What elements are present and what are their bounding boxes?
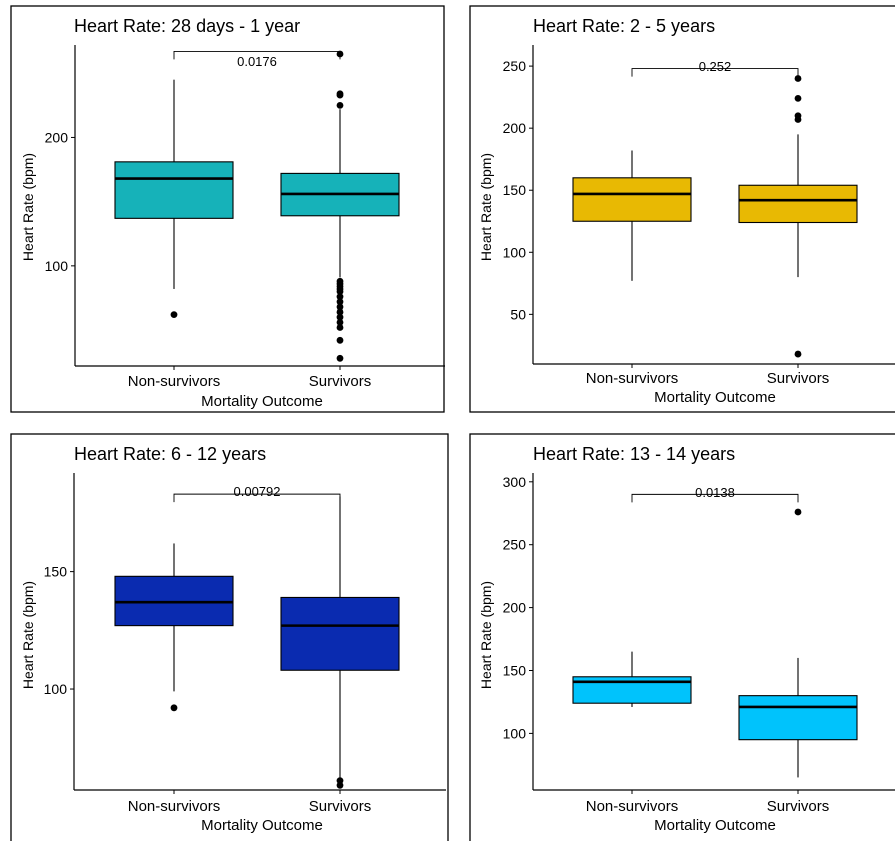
panel-3: Heart Rate: 6 - 12 years Heart Rate (bpm… [10,433,449,841]
panel-3-group-1-box [280,596,400,671]
panel-4-comparison-bracket [631,493,799,503]
panel-4-border [469,433,895,841]
panel-3-comparison-label: 0.00792 [234,484,281,499]
panel-1-group-1-outlier-point [336,354,344,362]
panel-4-y-tick-label: 200 [503,600,527,616]
panel-3-y-tick-label: 150 [44,564,68,580]
panel-2-category-1-label: Survivors [767,370,830,387]
panel-4-y-tick-label: 250 [503,537,527,553]
panel-1-group-1-outlier-point [336,324,344,331]
panel-3-x-axis-label: Mortality Outcome [201,817,323,834]
panel-1-group-1-outlier-point [336,90,344,98]
panel-4-category-0-label: Non-survivors [586,798,679,815]
panel-2-group-1-outlier-point [794,75,802,82]
panel-3-y-axis-label: Heart Rate (bpm) [20,581,36,689]
panel-1-x-axis-label: Mortality Outcome [201,393,323,410]
panel-1-y-tick-label: 200 [45,129,69,145]
panel-4-y-tick-label: 300 [503,474,527,490]
panel-2-plot: 50 100 150 200 250 [503,45,895,368]
panel-4-x-axis-label: Mortality Outcome [654,817,776,834]
panel-2-group-1-outlier-point [794,94,802,102]
panel-1-group-1-outlier-point [336,293,344,301]
panel-2-y-axis-label: Heart Rate (bpm) [478,153,494,261]
panel-1-group-0-outlier-point [170,311,178,319]
panel-2-x-axis-label: Mortality Outcome [654,389,776,406]
panel-4-group-1-box [738,695,858,741]
panel-3-category-0-label: Non-survivors [128,798,221,815]
panel-2-comparison-label: 0.252 [699,59,732,74]
panel-3-title: Heart Rate: 6 - 12 years [74,444,266,464]
panel-3-comparison-bracket [173,493,341,503]
panel-3-plot: 100 150 [44,473,446,794]
panel-3-group-1-outlier-point [336,781,344,789]
panel-2-category-0-label: Non-survivors [586,370,679,387]
panel-1-group-1-outlier-point [336,313,344,321]
panel-1-group-1-outlier-point [336,318,344,326]
panel-2-group-1-box [738,184,858,224]
panel-2-y-tick-label: 50 [510,306,526,322]
panel-1-comparison-bracket [173,50,341,60]
panel-1-group-1-outlier-point [336,303,344,311]
panel-2-y-tick-label: 250 [503,58,527,74]
panel-2-y-tick-label: 100 [503,244,527,260]
panel-2-comparison-bracket [631,68,799,77]
panel-3-y-tick-label: 100 [44,681,68,697]
panel-4-plot: 100 150 200 250 300 [503,473,895,794]
panel-2-group-1-outlier-point [794,350,802,358]
panel-1-category-1-label: Survivors [309,373,372,390]
panel-4-y-axis-label: Heart Rate (bpm) [478,581,494,689]
panel-1: Heart Rate: 28 days - 1 year Heart Rate … [10,5,445,413]
panel-1-group-1-outlier-point [336,336,344,344]
panel-1-group-1-outlier-point [336,288,344,295]
panel-4: Heart Rate: 13 - 14 years Heart Rate (bp… [469,433,895,841]
panel-1-group-1-outlier-point [336,308,344,316]
panel-4-comparison-label: 0.0138 [695,485,735,500]
panel-3-group-1-outlier-point [336,777,344,785]
panel-4-category-1-label: Survivors [767,798,830,815]
panel-2-group-1-outlier-point [794,112,802,120]
panel-2-title: Heart Rate: 2 - 5 years [533,16,715,36]
panel-3-category-1-label: Survivors [309,798,372,815]
panel-1-plot: 100 200 [45,45,445,370]
panel-2-y-tick-label: 200 [503,120,527,136]
panel-1-comparison-label: 0.0176 [237,54,277,69]
panel-2-y-tick-label: 150 [503,182,527,198]
panel-3-group-0-outlier-point [170,704,178,712]
panel-4-title: Heart Rate: 13 - 14 years [533,444,735,464]
panel-1-group-1-outlier-point [336,101,344,109]
panel-1-group-1-outlier-point [336,298,344,306]
panel-1-y-axis-label: Heart Rate (bpm) [20,153,36,261]
panel-2-group-0-box [572,177,692,222]
panel-1-y-tick-label: 100 [45,258,69,274]
panel-1-group-0-box [114,161,234,219]
panel-4-y-tick-label: 150 [503,662,527,678]
panel-1-title: Heart Rate: 28 days - 1 year [74,16,300,36]
panel-2: Heart Rate: 2 - 5 years Heart Rate (bpm)… [469,5,895,413]
panel-1-category-0-label: Non-survivors [128,373,221,390]
panel-4-group-1-outlier-point [794,508,802,516]
panel-4-y-tick-label: 100 [503,725,527,741]
